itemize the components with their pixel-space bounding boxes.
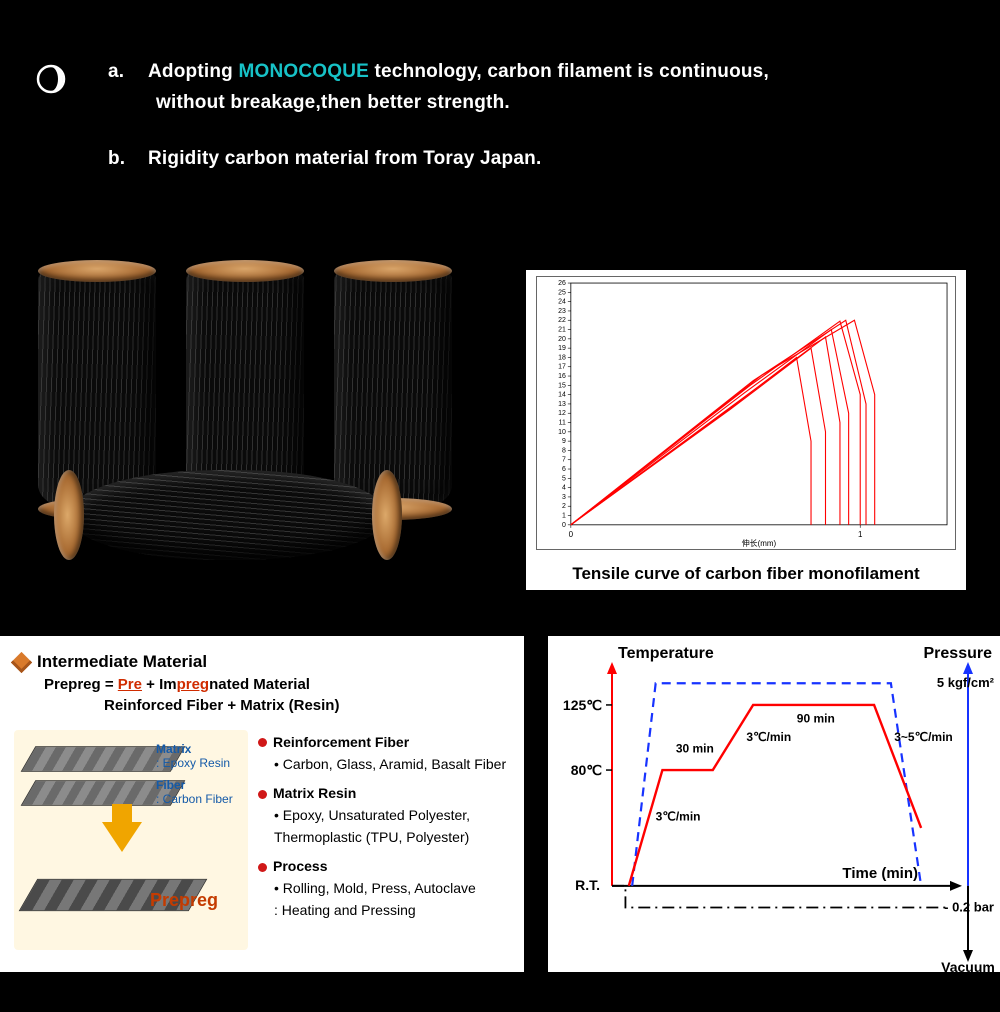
moon-bullet-icon [36, 64, 66, 94]
reddot-icon [258, 738, 267, 747]
svg-text:0: 0 [569, 530, 574, 539]
prepreg-section-header: Reinforcement Fiber [258, 732, 506, 754]
svg-text:6: 6 [562, 466, 566, 473]
svg-text:伸长(mm): 伸长(mm) [742, 538, 777, 548]
prepreg-section-header: Matrix Resin [258, 783, 506, 805]
svg-text:Pressure: Pressure [924, 645, 993, 662]
svg-text:3℃/min: 3℃/min [746, 730, 791, 744]
svg-text:20: 20 [558, 336, 566, 343]
spool-1 [38, 270, 156, 510]
prepreg-section: Process• Rolling, Mold, Press, Autoclave… [258, 856, 506, 921]
reddot-icon [258, 863, 267, 872]
feature-b-text: Rigidity carbon material from Toray Japa… [148, 145, 541, 174]
svg-text:26: 26 [558, 280, 566, 287]
svg-text:5 kgf/cm²: 5 kgf/cm² [937, 675, 995, 690]
prepreg-section-item: • Epoxy, Unsaturated Polyester, [274, 805, 506, 827]
svg-text:10: 10 [558, 429, 566, 436]
svg-text:24: 24 [558, 299, 566, 306]
cube-icon [11, 651, 32, 672]
svg-text:0: 0 [562, 522, 566, 529]
svg-text:11: 11 [559, 420, 566, 427]
svg-text:Temperature: Temperature [618, 645, 714, 662]
svg-text:8: 8 [562, 447, 566, 454]
svg-text:3℃/min: 3℃/min [656, 810, 701, 824]
prepreg-pre2: preg [177, 676, 210, 693]
prepreg-section-item: • Rolling, Mold, Press, Autoclave [274, 878, 506, 900]
diagram-matrix-label: Matrix: Epoxy Resin [156, 742, 230, 771]
cure-cycle-chart: 80℃ 125℃ Temperature Pressure 5 kgf/cm² - 0.2… [548, 636, 1000, 972]
feature-a: a. Adopting MONOCOQUE technology, carbon… [108, 58, 968, 87]
svg-text:7: 7 [562, 457, 566, 464]
prepreg-section: Matrix Resin• Epoxy, Unsaturated Polyest… [258, 783, 506, 848]
svg-text:21: 21 [558, 327, 566, 334]
prepreg-text-list: Reinforcement Fiber• Carbon, Glass, Aram… [258, 730, 506, 950]
feature-a-post: technology, carbon filament is continuou… [369, 61, 769, 82]
svg-text:3: 3 [562, 494, 566, 501]
svg-text:17: 17 [558, 364, 566, 371]
prepreg-infographic: Intermediate Material Prepreg = Pre + Im… [0, 636, 524, 972]
prepreg-sub2: Reinforced Fiber + Matrix (Resin) [104, 697, 514, 714]
prepreg-section-header: Process [258, 856, 506, 878]
svg-text:2: 2 [562, 503, 566, 510]
feature-a-line2: without breakage,then better strength. [156, 89, 968, 118]
feature-list: a. Adopting MONOCOQUE technology, carbon… [108, 58, 968, 174]
tensile-chart-caption: Tensile curve of carbon fiber monofilame… [526, 564, 966, 584]
prepreg-section-item: : Heating and Pressing [274, 900, 506, 922]
tensile-chart-card: 0123456789101112131415161718192021222324… [526, 270, 966, 590]
svg-text:80℃: 80℃ [571, 762, 603, 778]
feature-a-marker: a. [108, 58, 148, 87]
svg-text:Vacuum: Vacuum [941, 959, 995, 972]
prepreg-formula-pre: Prepreg = [44, 676, 118, 693]
prepreg-section-item: • Carbon, Glass, Aramid, Basalt Fiber [274, 754, 506, 776]
arrow-down-icon [102, 822, 142, 852]
prepreg-formula: Prepreg = Pre + Impregnated Material [44, 676, 514, 693]
prepreg-title-row: Intermediate Material [14, 652, 514, 672]
prepreg-section-item: Thermoplastic (TPU, Polyester) [274, 827, 506, 849]
svg-text:1: 1 [562, 513, 566, 520]
svg-text:90 min: 90 min [797, 711, 835, 725]
feature-a-text: Adopting MONOCOQUE technology, carbon fi… [148, 58, 769, 87]
prepreg-section: Reinforcement Fiber• Carbon, Glass, Aram… [258, 732, 506, 775]
svg-text:23: 23 [558, 308, 566, 315]
svg-text:13: 13 [558, 401, 566, 408]
feature-a-pre: Adopting [148, 61, 238, 82]
prepreg-pre1: Pre [118, 676, 142, 693]
svg-text:Time (min): Time (min) [842, 865, 918, 882]
reddot-icon [258, 790, 267, 799]
monocoque-highlight: MONOCOQUE [238, 61, 369, 82]
prepreg-formula-post: nated Material [209, 676, 310, 693]
svg-text:19: 19 [558, 345, 566, 352]
tensile-chart-plot: 0123456789101112131415161718192021222324… [536, 276, 956, 550]
prepreg-plus: + Im [142, 676, 177, 693]
feature-b: b. Rigidity carbon material from Toray J… [108, 145, 968, 174]
svg-text:18: 18 [558, 354, 566, 361]
svg-text:R.T.: R.T. [575, 877, 600, 893]
svg-text:12: 12 [558, 410, 566, 417]
svg-text:4: 4 [562, 485, 566, 492]
spool-horizontal [68, 470, 388, 560]
svg-text:16: 16 [558, 373, 566, 380]
prepreg-title: Intermediate Material [37, 652, 207, 672]
svg-text:- 0.2 bar: - 0.2 bar [944, 900, 994, 915]
svg-text:1: 1 [858, 530, 863, 539]
svg-text:25: 25 [558, 289, 566, 296]
diagram-fiber-label: Fiber: Carbon Fiber [156, 778, 233, 807]
prepreg-diagram: Matrix: Epoxy Resin Fiber: Carbon Fiber … [14, 730, 248, 950]
svg-text:5: 5 [562, 475, 566, 482]
svg-text:15: 15 [558, 382, 566, 389]
svg-text:14: 14 [558, 392, 566, 399]
svg-text:125℃: 125℃ [563, 697, 602, 713]
svg-text:30 min: 30 min [676, 742, 714, 756]
svg-text:3~5℃/min: 3~5℃/min [894, 730, 953, 744]
diagram-prepreg-label: Prepreg [150, 890, 218, 912]
svg-text:9: 9 [562, 438, 566, 445]
svg-text:22: 22 [558, 317, 566, 324]
feature-b-marker: b. [108, 145, 148, 174]
carbon-spools-image [28, 270, 468, 570]
